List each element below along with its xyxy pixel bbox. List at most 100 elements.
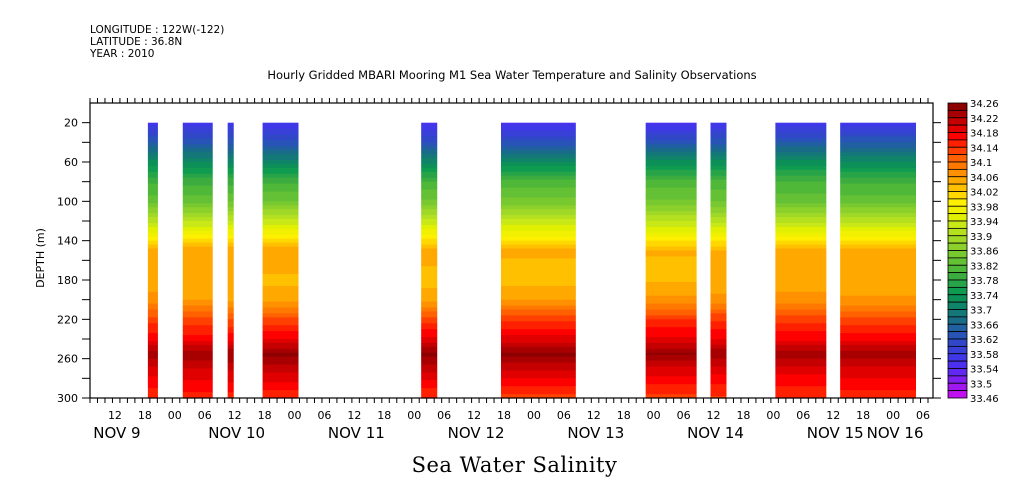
salinity-cell: [421, 134, 438, 138]
salinity-cell: [182, 150, 213, 153]
salinity-cell: [421, 175, 438, 179]
salinity-cell: [182, 337, 213, 340]
salinity-cell: [227, 199, 234, 202]
salinity-cell: [710, 354, 727, 358]
salinity-cell: [645, 268, 697, 271]
salinity-cell: [501, 215, 576, 218]
salinity-cell: [227, 276, 234, 279]
salinity-cell: [262, 193, 299, 197]
salinity-cell: [182, 348, 213, 352]
salinity-cell: [262, 364, 299, 368]
observation-block: [227, 122, 234, 399]
salinity-cell: [645, 291, 697, 295]
salinity-cell: [227, 282, 234, 285]
x-tick-label: 00: [288, 409, 302, 422]
salinity-cell: [147, 215, 158, 218]
salinity-cell: [645, 386, 697, 389]
salinity-cell: [147, 130, 158, 134]
salinity-cell: [147, 264, 158, 267]
y-tick-label: 60: [64, 156, 78, 169]
salinity-cell: [262, 236, 299, 240]
colorbar-bin: [947, 375, 968, 384]
salinity-cell: [501, 317, 576, 320]
salinity-cell: [501, 331, 576, 334]
salinity-cell: [227, 169, 234, 173]
salinity-cell: [645, 132, 697, 136]
salinity-cell: [501, 169, 576, 173]
y-axis-label: DEPTH (m): [34, 228, 47, 288]
salinity-cell: [501, 209, 576, 212]
salinity-cell: [421, 128, 438, 132]
salinity-cell: [775, 183, 827, 187]
salinity-cell: [645, 348, 697, 352]
salinity-cell: [421, 179, 438, 183]
salinity-cell: [421, 252, 438, 256]
salinity-cell: [421, 360, 438, 364]
salinity-cell: [421, 260, 438, 263]
salinity-cell: [840, 293, 916, 297]
salinity-cell: [182, 124, 213, 128]
salinity-cell: [182, 339, 213, 342]
salinity-cell: [262, 177, 299, 181]
salinity-cell: [710, 388, 727, 391]
salinity-cell: [182, 171, 213, 175]
salinity-cell: [710, 244, 727, 248]
salinity-cell: [182, 211, 213, 214]
salinity-cell: [775, 138, 827, 141]
salinity-cell: [147, 250, 158, 254]
salinity-cell: [775, 376, 827, 379]
salinity-cell: [227, 138, 234, 141]
salinity-cell: [775, 250, 827, 254]
salinity-cell: [710, 215, 727, 218]
salinity-cell: [182, 366, 213, 370]
salinity-cell: [645, 295, 697, 299]
salinity-cell: [227, 301, 234, 305]
salinity-cell: [840, 221, 916, 224]
salinity-cell: [262, 152, 299, 155]
salinity-cell: [710, 224, 727, 228]
salinity-cell: [262, 250, 299, 254]
salinity-cell: [775, 232, 827, 236]
salinity-cell: [775, 342, 827, 346]
salinity-cell: [501, 305, 576, 309]
salinity-cell: [645, 346, 697, 350]
salinity-cell: [147, 335, 158, 338]
salinity-cell: [421, 234, 438, 238]
salinity-cell: [262, 189, 299, 193]
salinity-cell: [710, 232, 727, 236]
salinity-cell: [645, 317, 697, 320]
salinity-cell: [147, 223, 158, 226]
salinity-cell: [262, 144, 299, 147]
salinity-cell: [775, 148, 827, 151]
salinity-cell: [775, 258, 827, 261]
salinity-cell: [421, 124, 438, 128]
salinity-cell: [710, 203, 727, 206]
salinity-cell: [421, 282, 438, 285]
salinity-cell: [501, 280, 576, 283]
salinity-cell: [501, 321, 576, 324]
salinity-cell: [501, 374, 576, 377]
salinity-cell: [227, 183, 234, 187]
salinity-cell: [262, 333, 299, 336]
salinity-cell: [840, 165, 916, 169]
salinity-cell: [227, 305, 234, 309]
y-tick-label: 140: [57, 235, 78, 248]
salinity-cell: [262, 221, 299, 224]
salinity-cell: [645, 354, 697, 358]
salinity-cell: [840, 392, 916, 395]
salinity-cell: [645, 266, 697, 269]
salinity-cell: [262, 380, 299, 383]
salinity-cell: [710, 138, 727, 141]
salinity-cell: [262, 368, 299, 372]
salinity-cell: [227, 203, 234, 206]
latitude-label: LATITUDE : 36.8N: [90, 36, 183, 48]
salinity-cell: [227, 356, 234, 360]
salinity-cell: [840, 197, 916, 200]
salinity-cell: [710, 352, 727, 356]
salinity-cell: [645, 160, 697, 163]
salinity-cell: [147, 160, 158, 163]
salinity-cell: [227, 315, 234, 318]
salinity-cell: [645, 366, 697, 370]
colorbar-bin: [947, 220, 968, 229]
salinity-cell: [227, 344, 234, 348]
